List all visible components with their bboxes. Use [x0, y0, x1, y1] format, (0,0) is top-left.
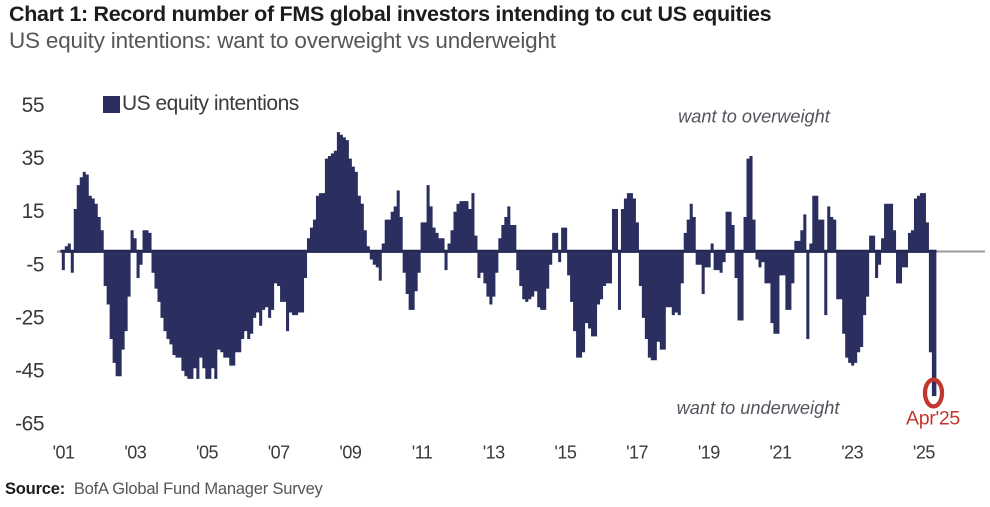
svg-text:'23: '23 — [841, 443, 863, 463]
svg-text:'07: '07 — [268, 443, 290, 463]
svg-text:'11: '11 — [412, 443, 433, 463]
svg-text:'01: '01 — [53, 443, 75, 463]
svg-text:want to overweight: want to overweight — [678, 107, 831, 127]
svg-text:'09: '09 — [339, 443, 361, 463]
svg-text:'15: '15 — [554, 443, 576, 463]
svg-text:'13: '13 — [483, 443, 505, 463]
svg-text:35: 35 — [22, 147, 44, 170]
svg-text:15: 15 — [22, 200, 44, 223]
svg-text:'25: '25 — [913, 443, 935, 463]
svg-text:-65: -65 — [15, 413, 44, 436]
svg-text:'17: '17 — [626, 443, 648, 463]
svg-text:'21: '21 — [770, 443, 792, 463]
svg-text:'19: '19 — [698, 443, 720, 463]
svg-text:Apr'25: Apr'25 — [906, 408, 960, 430]
svg-text:-45: -45 — [15, 360, 44, 383]
svg-text:'05: '05 — [196, 443, 218, 463]
svg-text:-5: -5 — [26, 253, 44, 276]
svg-text:55: 55 — [22, 94, 44, 117]
svg-text:-25: -25 — [15, 306, 44, 329]
svg-text:want to underweight: want to underweight — [677, 398, 841, 418]
svg-text:'03: '03 — [124, 443, 146, 463]
